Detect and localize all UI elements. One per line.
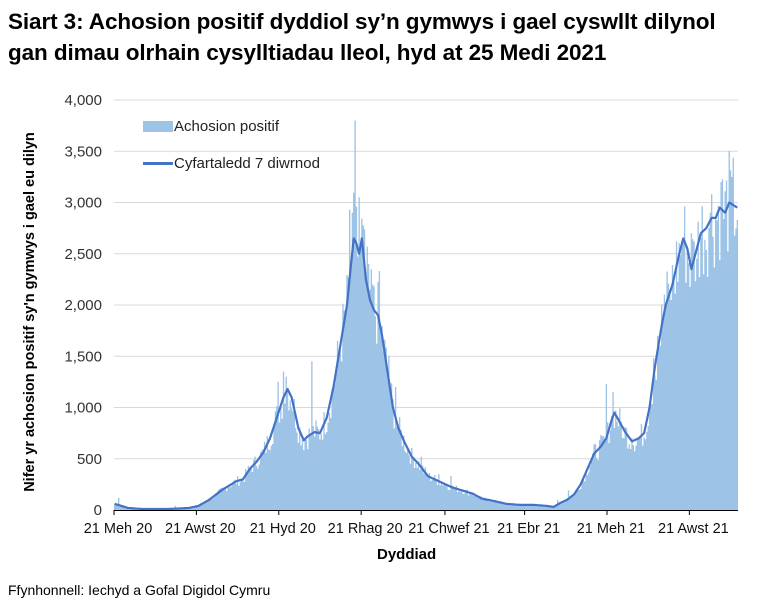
x-axis-label: Dyddiad xyxy=(377,546,437,563)
bar-swatch-icon xyxy=(143,121,173,132)
x-tick-label: 21 Ebr 21 xyxy=(497,521,560,537)
seven-day-average-line xyxy=(114,201,738,511)
y-tick-label: 3,500 xyxy=(64,143,102,160)
y-tick-label: 0 xyxy=(94,502,102,519)
y-tick-label: 1,000 xyxy=(64,400,102,417)
y-axis-ticks: 0 500 1,000 1,500 2,000 2,500 3,000 3,500 4,000 xyxy=(64,92,102,519)
x-tick-label: 21 Chwef 21 xyxy=(408,521,489,537)
y-tick-label: 500 xyxy=(77,451,102,468)
x-axis-ticks: 21 Meh 20 21 Awst 20 21 Hyd 20 21 Rhag 20 21… xyxy=(84,521,729,537)
x-tick-label: 21 Rhag 20 xyxy=(328,521,403,537)
x-tick-label: 21 Awst 21 xyxy=(658,521,729,537)
daily-cases-bars xyxy=(114,120,738,510)
line-swatch-icon xyxy=(143,162,173,165)
y-tick-label: 3,000 xyxy=(64,195,102,212)
legend-item-bars: Achosion positif xyxy=(143,115,320,138)
source-note: Ffynhonnell: Iechyd a Gofal Digidol Cymr… xyxy=(8,582,271,598)
legend: Achosion positif Cyfartaledd 7 diwrnod xyxy=(143,115,320,189)
x-tick-label: 21 Meh 21 xyxy=(577,521,646,537)
y-tick-label: 4,000 xyxy=(64,92,102,109)
legend-label-line: Cyfartaledd 7 diwrnod xyxy=(174,155,320,172)
x-axis xyxy=(113,510,738,515)
gridlines xyxy=(114,99,738,460)
x-tick-label: 21 Meh 20 xyxy=(84,521,153,537)
legend-item-line: Cyfartaledd 7 diwrnod xyxy=(143,152,320,175)
y-tick-label: 2,500 xyxy=(64,246,102,263)
x-tick-label: 21 Hyd 20 xyxy=(250,521,316,537)
y-tick-label: 2,000 xyxy=(64,297,102,314)
y-axis-label: Nifer yr achosion positif sy'n gymwys i … xyxy=(22,132,38,492)
x-tick-label: 21 Awst 20 xyxy=(165,521,236,537)
chart-title: Siart 3: Achosion positif dyddiol sy’n g… xyxy=(8,9,716,65)
y-tick-label: 1,500 xyxy=(64,348,102,365)
legend-label-bars: Achosion positif xyxy=(174,118,280,135)
